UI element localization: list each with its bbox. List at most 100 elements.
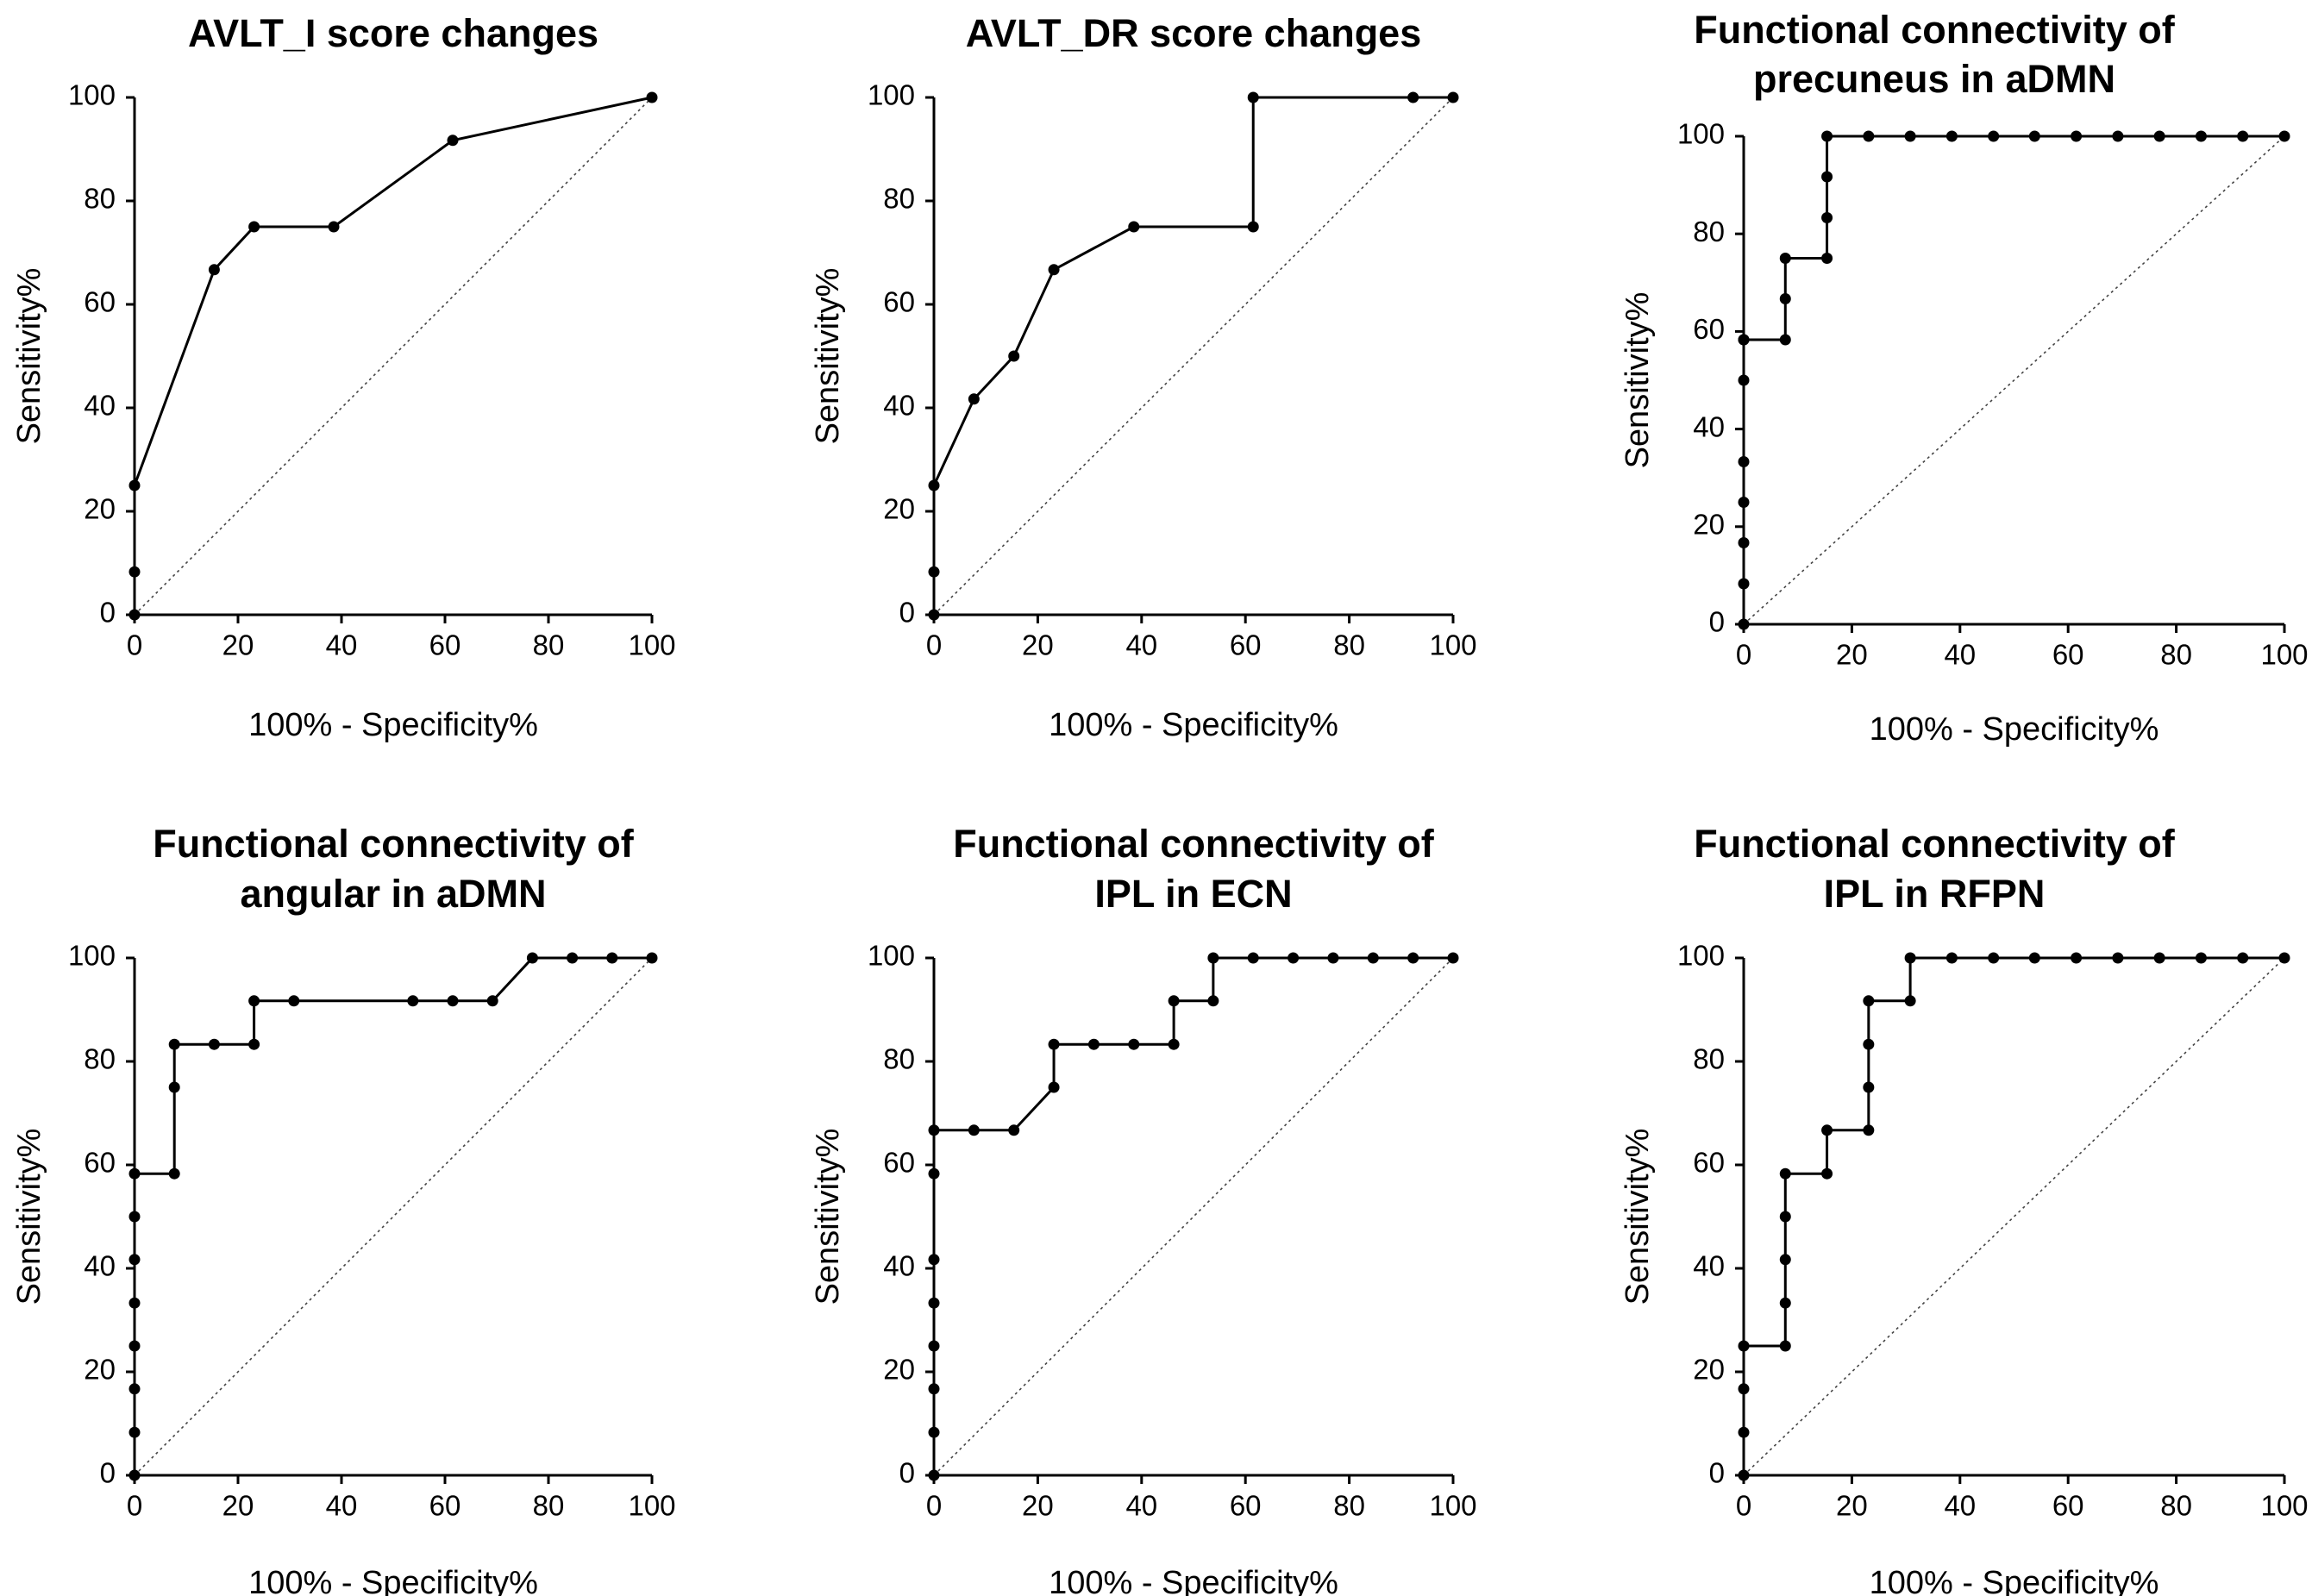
y-tick-label: 60 bbox=[1693, 313, 1725, 345]
roc-point bbox=[1247, 221, 1259, 233]
y-tick-label: 60 bbox=[883, 1147, 915, 1179]
x-tick-label: 80 bbox=[2160, 639, 2192, 671]
chart-title: Functional connectivity of bbox=[1694, 8, 2176, 52]
y-tick-label: 40 bbox=[883, 390, 915, 422]
roc-point bbox=[1945, 130, 1958, 142]
roc-point bbox=[1008, 350, 1020, 362]
y-tick-label: 100 bbox=[68, 79, 116, 111]
y-tick-label: 20 bbox=[883, 493, 915, 525]
y-tick-label: 40 bbox=[84, 390, 116, 422]
y-tick-label: 40 bbox=[1693, 410, 1725, 442]
y-tick-label: 80 bbox=[84, 1043, 116, 1075]
x-tick-label: 40 bbox=[1944, 1490, 1976, 1522]
y-tick-label: 0 bbox=[100, 597, 116, 629]
y-tick-label: 20 bbox=[883, 1354, 915, 1386]
roc-point bbox=[1779, 334, 1791, 346]
roc-point bbox=[928, 1124, 940, 1136]
roc-point bbox=[1821, 130, 1833, 142]
roc-point bbox=[1988, 952, 2000, 964]
x-tick-label: 0 bbox=[926, 629, 942, 661]
roc-point bbox=[1779, 1297, 1791, 1309]
chart-title: IPL in RFPN bbox=[1824, 872, 2046, 916]
y-axis-label: Sensitivity% bbox=[810, 1129, 846, 1305]
roc-point bbox=[1821, 171, 1833, 183]
y-axis-label: Sensitivity% bbox=[1620, 292, 1656, 469]
roc-point bbox=[1288, 952, 1300, 964]
roc-point bbox=[1863, 995, 1875, 1007]
roc-point bbox=[1207, 995, 1219, 1007]
y-tick-label: 60 bbox=[1693, 1147, 1725, 1179]
roc-point bbox=[208, 264, 220, 276]
roc-point bbox=[328, 221, 340, 233]
x-tick-label: 40 bbox=[1125, 1490, 1157, 1522]
roc-point bbox=[128, 1469, 141, 1481]
roc-point bbox=[1128, 221, 1140, 233]
x-tick-label: 0 bbox=[127, 1490, 142, 1522]
x-axis-label: 100% - Specificity% bbox=[1870, 711, 2159, 748]
y-tick-label: 0 bbox=[1709, 606, 1725, 638]
x-tick-label: 60 bbox=[429, 629, 461, 661]
x-axis-label: 100% - Specificity% bbox=[1870, 1565, 2159, 1596]
roc-point bbox=[928, 1254, 940, 1266]
y-tick-label: 100 bbox=[68, 940, 116, 972]
roc-point bbox=[1048, 264, 1060, 276]
roc-point bbox=[128, 1426, 141, 1438]
roc-point bbox=[928, 609, 940, 621]
x-tick-label: 100 bbox=[2260, 639, 2308, 671]
roc-point bbox=[1863, 1081, 1875, 1093]
x-tick-label: 80 bbox=[1333, 629, 1365, 661]
roc-point bbox=[1367, 952, 1379, 964]
roc-point bbox=[1738, 1469, 1750, 1481]
roc-point bbox=[928, 1469, 940, 1481]
roc-panel-6: Functional connectivity of IPL in RFPN 0 20… bbox=[1620, 822, 2309, 1596]
y-axis-label: Sensitivity% bbox=[810, 268, 846, 445]
roc-point bbox=[1863, 1124, 1875, 1136]
reference-line bbox=[1743, 135, 2285, 625]
roc-panel-4: Functional connectivity of angular in aDM… bbox=[11, 822, 676, 1596]
roc-point bbox=[2028, 130, 2040, 142]
x-tick-label: 20 bbox=[1836, 1490, 1868, 1522]
x-tick-label: 60 bbox=[1230, 1490, 1262, 1522]
reference-line bbox=[933, 957, 1454, 1476]
y-tick-label: 60 bbox=[883, 286, 915, 318]
roc-point bbox=[2195, 952, 2207, 964]
y-axis-label: Sensitivity% bbox=[11, 268, 47, 445]
roc-point bbox=[2195, 130, 2207, 142]
roc-point bbox=[128, 1254, 141, 1266]
roc-curve-line bbox=[133, 96, 653, 615]
y-tick-label: 20 bbox=[1693, 509, 1725, 541]
roc-point bbox=[2278, 952, 2290, 964]
x-tick-label: 40 bbox=[1944, 639, 1976, 671]
chart-title: AVLT_I score changes bbox=[188, 11, 598, 55]
roc-point bbox=[2112, 130, 2124, 142]
x-tick-label: 100 bbox=[1429, 629, 1476, 661]
chart-title: IPL in ECN bbox=[1094, 872, 1292, 916]
y-tick-label: 100 bbox=[1677, 940, 1725, 972]
x-axis-label: 100% - Specificity% bbox=[1049, 1565, 1338, 1596]
x-tick-label: 40 bbox=[326, 629, 358, 661]
y-tick-label: 0 bbox=[100, 1457, 116, 1489]
x-tick-label: 80 bbox=[1333, 1490, 1365, 1522]
roc-point bbox=[486, 995, 498, 1007]
reference-line bbox=[134, 97, 653, 616]
roc-point bbox=[1779, 1340, 1791, 1352]
roc-point bbox=[1738, 497, 1750, 508]
roc-point bbox=[1048, 1081, 1060, 1093]
roc-point bbox=[128, 1340, 141, 1352]
roc-point bbox=[606, 952, 618, 964]
reference-line bbox=[933, 97, 1454, 616]
x-tick-label: 80 bbox=[533, 1490, 565, 1522]
roc-point bbox=[1327, 952, 1339, 964]
chart-title: Functional connectivity of bbox=[1694, 822, 2176, 866]
roc-point bbox=[447, 995, 459, 1007]
roc-panel-5: Functional connectivity of IPL in ECN 0 20 4… bbox=[810, 822, 1477, 1596]
roc-point bbox=[2237, 952, 2249, 964]
roc-point bbox=[447, 135, 459, 147]
y-tick-label: 20 bbox=[1693, 1354, 1725, 1386]
roc-point bbox=[1087, 1038, 1100, 1050]
y-tick-label: 80 bbox=[883, 1043, 915, 1075]
roc-point bbox=[1988, 130, 2000, 142]
x-tick-label: 40 bbox=[1125, 629, 1157, 661]
y-axis-label: Sensitivity% bbox=[1620, 1129, 1656, 1305]
chart-title: Functional connectivity of bbox=[153, 822, 635, 866]
